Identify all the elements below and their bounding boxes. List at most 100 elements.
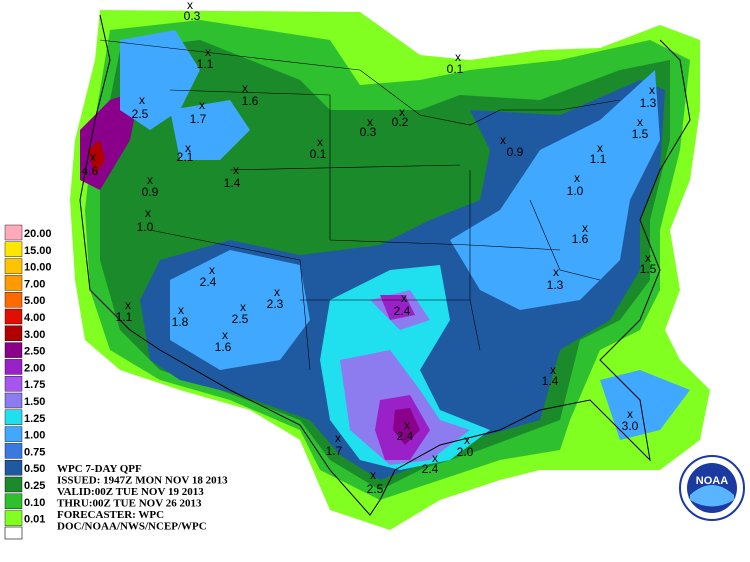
legend-label: 2.50 bbox=[24, 346, 45, 358]
point-value: 2.5 bbox=[232, 312, 249, 326]
legend-swatch bbox=[4, 392, 23, 409]
legend-swatch bbox=[4, 258, 23, 274]
point-value: 1.6 bbox=[572, 232, 589, 246]
point-value: 1.0 bbox=[137, 220, 154, 234]
legend-label: 10.00 bbox=[24, 262, 52, 274]
point-marker: x bbox=[187, 0, 193, 12]
point-marker: x bbox=[500, 133, 506, 147]
legend-label: 0.25 bbox=[24, 480, 45, 492]
point-value: 1.1 bbox=[590, 152, 607, 166]
point-marker: x bbox=[432, 451, 438, 465]
legend-label: 3.00 bbox=[24, 329, 45, 341]
point-marker: x bbox=[178, 303, 184, 317]
point-marker: x bbox=[401, 291, 407, 305]
legend-swatch bbox=[4, 376, 23, 392]
point-marker: x bbox=[370, 468, 376, 482]
point-marker: x bbox=[550, 363, 556, 377]
point-marker: x bbox=[145, 206, 151, 220]
point-marker: x bbox=[627, 407, 633, 421]
point-marker: x bbox=[574, 171, 580, 185]
legend-swatch bbox=[4, 325, 23, 341]
legend-swatch bbox=[4, 493, 23, 509]
point-marker: x bbox=[240, 300, 246, 314]
legend-swatch bbox=[4, 359, 23, 375]
legend-swatch bbox=[4, 460, 23, 476]
noaa-logo: NOAA bbox=[679, 455, 745, 521]
point-value: 0.1 bbox=[310, 147, 327, 161]
point-value: 2.1 bbox=[177, 150, 194, 164]
legend-swatch bbox=[4, 510, 23, 526]
point-marker: x bbox=[209, 263, 215, 277]
point-value: 2.4 bbox=[200, 275, 217, 289]
point-value: 1.5 bbox=[632, 127, 649, 141]
point-value: 0.3 bbox=[184, 9, 201, 23]
point-marker: x bbox=[90, 150, 96, 164]
point-value: 0.2 bbox=[392, 115, 409, 129]
logo-wave bbox=[690, 485, 734, 507]
legend-swatch bbox=[4, 409, 23, 425]
point-marker: x bbox=[199, 98, 205, 112]
info-line: DOC/NOAA/NWS/NCEP/WPC bbox=[57, 521, 207, 533]
legend-label: 1.50 bbox=[24, 396, 45, 408]
point-marker: x bbox=[125, 298, 131, 312]
point-value: 1.3 bbox=[640, 96, 657, 110]
point-value: 1.8 bbox=[172, 315, 189, 329]
legend-label: 15.00 bbox=[24, 245, 52, 257]
legend-label: 1.75 bbox=[24, 379, 45, 391]
point-labels: x0.3x1.1x1.6x2.5x1.7x2.1x1.4x0.9x1.0x4.6… bbox=[82, 0, 657, 496]
point-marker: x bbox=[553, 265, 559, 279]
point-value: 3.0 bbox=[622, 419, 639, 433]
point-marker: x bbox=[582, 221, 588, 235]
legend-swatch-empty bbox=[4, 526, 23, 540]
point-value: 1.6 bbox=[242, 94, 259, 108]
point-marker: x bbox=[139, 93, 145, 107]
point-marker: x bbox=[597, 141, 603, 155]
legend-label: 0.50 bbox=[24, 463, 45, 475]
point-value: 0.3 bbox=[360, 125, 377, 139]
point-value: 2.3 bbox=[267, 297, 284, 311]
point-value: 4.6 bbox=[82, 164, 99, 178]
point-value: 1.1 bbox=[116, 310, 133, 324]
point-value: 1.3 bbox=[547, 278, 564, 292]
logo-text: NOAA bbox=[696, 475, 728, 487]
point-value: 1.7 bbox=[190, 112, 207, 126]
info-line: THRU:00Z TUE NOV 26 2013 bbox=[57, 498, 202, 510]
point-marker: x bbox=[274, 285, 280, 299]
point-value: 0.9 bbox=[142, 185, 159, 199]
point-marker: x bbox=[335, 431, 341, 445]
point-marker: x bbox=[205, 45, 211, 59]
legend-swatch bbox=[4, 426, 23, 442]
legend-label: 1.00 bbox=[24, 430, 45, 442]
info-line: ISSUED: 1947Z MON NOV 18 2013 bbox=[57, 475, 228, 487]
legend-label: 4.00 bbox=[24, 312, 45, 324]
point-marker: x bbox=[649, 83, 655, 97]
point-marker: x bbox=[464, 433, 470, 447]
point-marker: x bbox=[367, 115, 373, 129]
legend-swatch bbox=[4, 476, 23, 493]
point-value: 1.7 bbox=[326, 444, 343, 458]
point-marker: x bbox=[317, 135, 323, 149]
point-marker: x bbox=[222, 328, 228, 342]
point-marker: x bbox=[147, 173, 153, 187]
legend-label: 7.00 bbox=[24, 278, 45, 290]
point-marker: x bbox=[637, 115, 643, 129]
precip-shading bbox=[70, 10, 710, 530]
point-value: 0.9 bbox=[507, 145, 524, 159]
info-line: VALID:00Z TUE NOV 19 2013 bbox=[57, 486, 204, 498]
point-value: 2.5 bbox=[132, 107, 149, 121]
legend-label: 0.01 bbox=[24, 514, 45, 526]
point-value: 1.6 bbox=[215, 340, 232, 354]
point-value: 2.4 bbox=[422, 462, 439, 476]
legend-label: 5.00 bbox=[24, 295, 45, 307]
point-marker: x bbox=[404, 418, 410, 432]
point-value: 0.1 bbox=[447, 62, 464, 76]
legend-swatch bbox=[4, 342, 23, 358]
legend-label: 0.75 bbox=[24, 446, 45, 458]
point-value: 1.0 bbox=[567, 184, 584, 198]
legend-swatch bbox=[4, 308, 23, 325]
point-value: 2.4 bbox=[397, 429, 414, 443]
point-value: 1.4 bbox=[224, 176, 241, 190]
legend-swatch bbox=[4, 241, 23, 258]
